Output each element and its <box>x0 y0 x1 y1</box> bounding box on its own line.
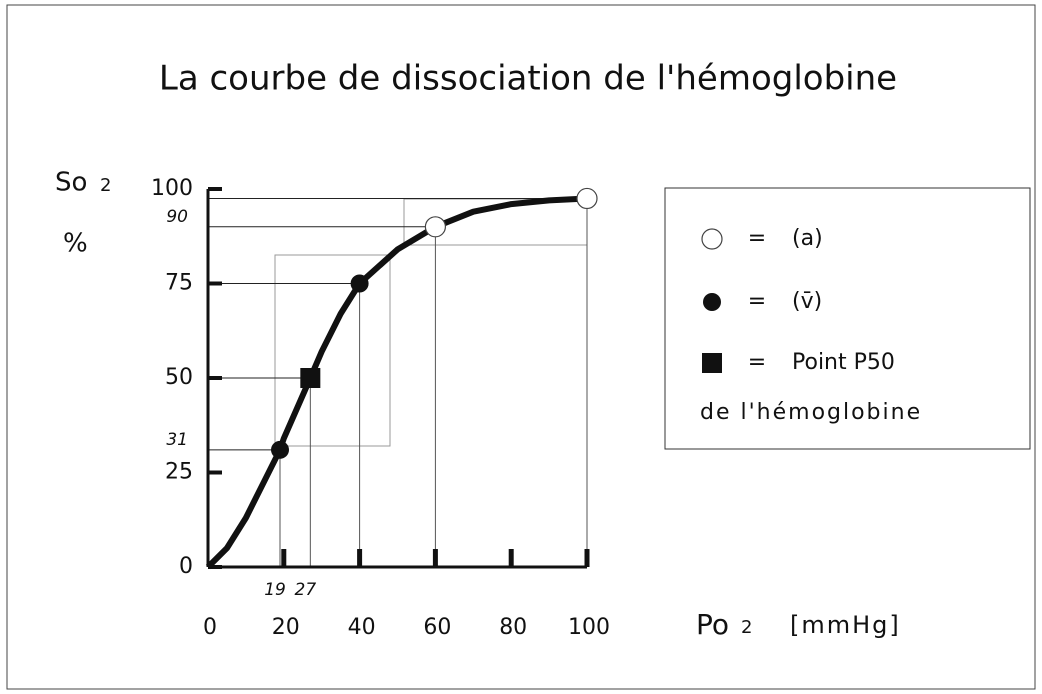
x-tick-label: 0 <box>203 615 217 640</box>
point-marker <box>424 216 446 238</box>
x-tick-label: 80 <box>499 615 527 640</box>
legend-label: (v̄) <box>792 289 822 314</box>
y-tick-label: 25 <box>165 460 193 485</box>
curve <box>205 195 588 570</box>
legend-symbol <box>702 353 722 373</box>
legend-label: (a) <box>792 226 823 251</box>
point-marker <box>350 274 369 293</box>
y-unit: % <box>63 229 88 259</box>
legend-separator: = <box>748 350 766 375</box>
legend-symbol <box>701 228 723 250</box>
x-tick-label: 60 <box>423 615 451 640</box>
x-mark-label: 19 <box>264 580 286 600</box>
guide-box <box>274 254 391 447</box>
legend-label: Point P50 <box>792 350 895 375</box>
legend-note: de l'hémoglobine <box>700 400 922 425</box>
point-marker <box>271 440 290 459</box>
y-mark-label: 90 <box>166 207 188 227</box>
x-tick-label: 100 <box>568 615 610 640</box>
x-unit: [mmHg] <box>790 611 901 639</box>
y-tick-label: 0 <box>179 554 193 579</box>
y-tick-label: 100 <box>151 176 193 201</box>
point-marker <box>576 187 598 210</box>
x-label: Po <box>696 608 729 641</box>
legend-separator: = <box>748 226 766 251</box>
legend-symbol <box>703 293 721 311</box>
y-tick-label: 50 <box>165 365 193 390</box>
chart-title: La courbe de dissociation de l'hémoglobi… <box>159 59 897 99</box>
x-tick-label: 20 <box>272 615 300 640</box>
y-mark-label: 31 <box>166 430 188 450</box>
x-mark-label: 27 <box>295 580 317 600</box>
legend-separator: = <box>748 289 766 314</box>
y-label: So <box>55 168 87 198</box>
x-label-sub: 2 <box>741 617 752 638</box>
y-tick-label: 75 <box>165 271 193 296</box>
frame <box>6 4 1036 690</box>
point-marker <box>300 368 321 388</box>
legend-box <box>664 187 1031 450</box>
x-tick-label: 40 <box>348 615 376 640</box>
y-label-sub: 2 <box>100 175 111 196</box>
